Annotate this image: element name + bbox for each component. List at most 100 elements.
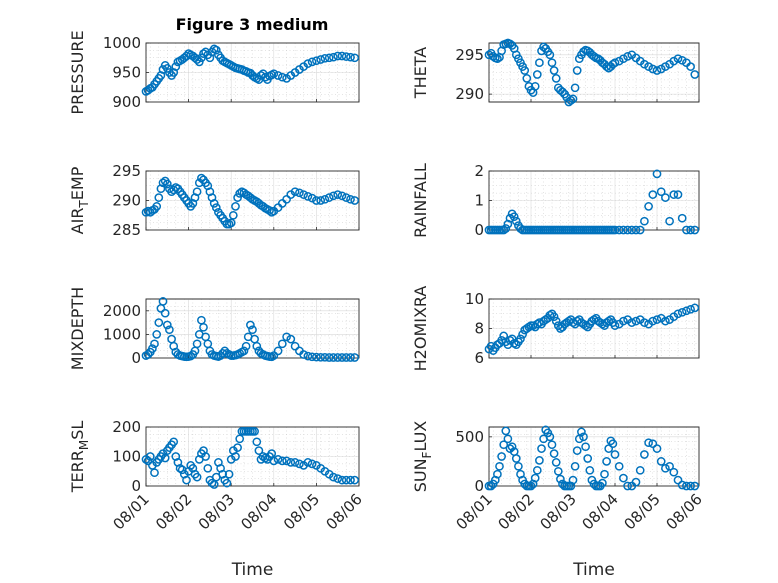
- data-point: [547, 440, 557, 450]
- data-point: [273, 346, 283, 356]
- data-point: [652, 66, 662, 75]
- subplot-3: 285 290 295 AIRTEMP: [68, 162, 360, 239]
- data-point: [551, 458, 561, 467]
- data-point: [307, 459, 317, 469]
- data-point: [579, 432, 588, 442]
- data-point: [499, 440, 509, 450]
- y-tick-label: 290: [455, 85, 484, 103]
- data-point: [233, 193, 242, 202]
- data-point: [350, 196, 360, 205]
- data-point: [549, 66, 559, 75]
- data-point: [522, 74, 532, 83]
- data-point: [333, 190, 343, 199]
- data-point: [549, 449, 559, 458]
- data-point: [254, 446, 264, 455]
- data-point: [553, 466, 563, 476]
- data-point: [497, 335, 506, 345]
- data-point: [211, 45, 221, 55]
- data-point: [631, 316, 641, 326]
- data-point: [551, 74, 561, 83]
- data-point: [299, 350, 308, 359]
- y-tick-label: 0: [474, 221, 484, 239]
- data-point: [669, 190, 679, 199]
- data-point: [299, 190, 308, 199]
- data-point: [346, 194, 355, 204]
- data-point: [686, 304, 695, 314]
- data-point: [673, 475, 683, 485]
- data-point: [350, 53, 360, 63]
- data-point: [252, 437, 262, 447]
- subplot-4: 0 1 2 RAINFALL: [411, 162, 700, 239]
- data-point: [677, 213, 687, 223]
- data-point: [203, 463, 213, 473]
- data-point: [316, 55, 326, 64]
- data-point: [532, 465, 542, 475]
- y-tick-label: 295: [112, 162, 141, 180]
- data-point: [303, 351, 313, 361]
- data-point: [282, 456, 291, 466]
- data-point: [493, 54, 502, 64]
- x-axis-label: Time: [572, 560, 615, 580]
- data-point: [231, 202, 240, 211]
- data-point: [604, 444, 614, 453]
- data-point: [673, 309, 683, 319]
- data-point: [631, 225, 641, 235]
- y-tick-label: 6: [474, 349, 484, 367]
- data-point: [669, 56, 679, 66]
- data-point: [623, 52, 632, 61]
- data-point: [539, 42, 548, 52]
- data-point: [350, 475, 360, 485]
- data-point: [644, 438, 653, 448]
- data-point: [152, 202, 162, 211]
- data-point: [192, 472, 202, 482]
- y-tick-label: 0: [131, 477, 141, 495]
- data-point: [682, 481, 691, 491]
- data-point: [558, 87, 567, 97]
- data-point: [341, 475, 351, 485]
- data-point: [269, 69, 279, 79]
- data-point: [530, 81, 540, 91]
- data-point: [324, 53, 334, 63]
- data-point: [201, 452, 210, 461]
- y-axis-label: RAINFALL: [411, 163, 430, 238]
- data-point: [665, 216, 674, 226]
- data-point: [501, 224, 511, 233]
- data-point: [162, 64, 172, 73]
- x-tick-label: 08/01: [110, 490, 153, 533]
- data-point: [273, 71, 283, 80]
- data-point: [644, 62, 653, 71]
- subplot-1: 900 950 1000 PRESSURE: [68, 30, 360, 115]
- x-tick-label: 08/06: [663, 490, 706, 533]
- data-point: [511, 454, 521, 463]
- data-point: [661, 463, 670, 473]
- data-point: [312, 56, 321, 66]
- data-point: [568, 475, 578, 485]
- data-point: [652, 169, 662, 179]
- data-point: [303, 458, 313, 467]
- data-point: [329, 353, 338, 362]
- data-point: [329, 191, 338, 201]
- data-point: [337, 353, 347, 362]
- data-point: [160, 308, 170, 318]
- data-point: [516, 334, 525, 344]
- data-point: [648, 64, 658, 74]
- data-point: [640, 450, 649, 459]
- data-point: [192, 187, 202, 197]
- data-point: [312, 352, 321, 362]
- y-axis-label: H2OMIXRA: [411, 286, 430, 372]
- data-point: [623, 481, 632, 491]
- data-point: [333, 353, 343, 362]
- data-point: [566, 96, 576, 105]
- data-point: [265, 206, 274, 215]
- data-point: [648, 439, 658, 449]
- data-point: [341, 193, 351, 202]
- data-point: [497, 452, 506, 461]
- data-point: [503, 434, 513, 444]
- data-point: [614, 225, 624, 235]
- y-tick-label: 2000: [103, 302, 141, 320]
- data-point: [269, 351, 279, 360]
- data-point: [518, 330, 527, 339]
- data-point: [690, 481, 700, 491]
